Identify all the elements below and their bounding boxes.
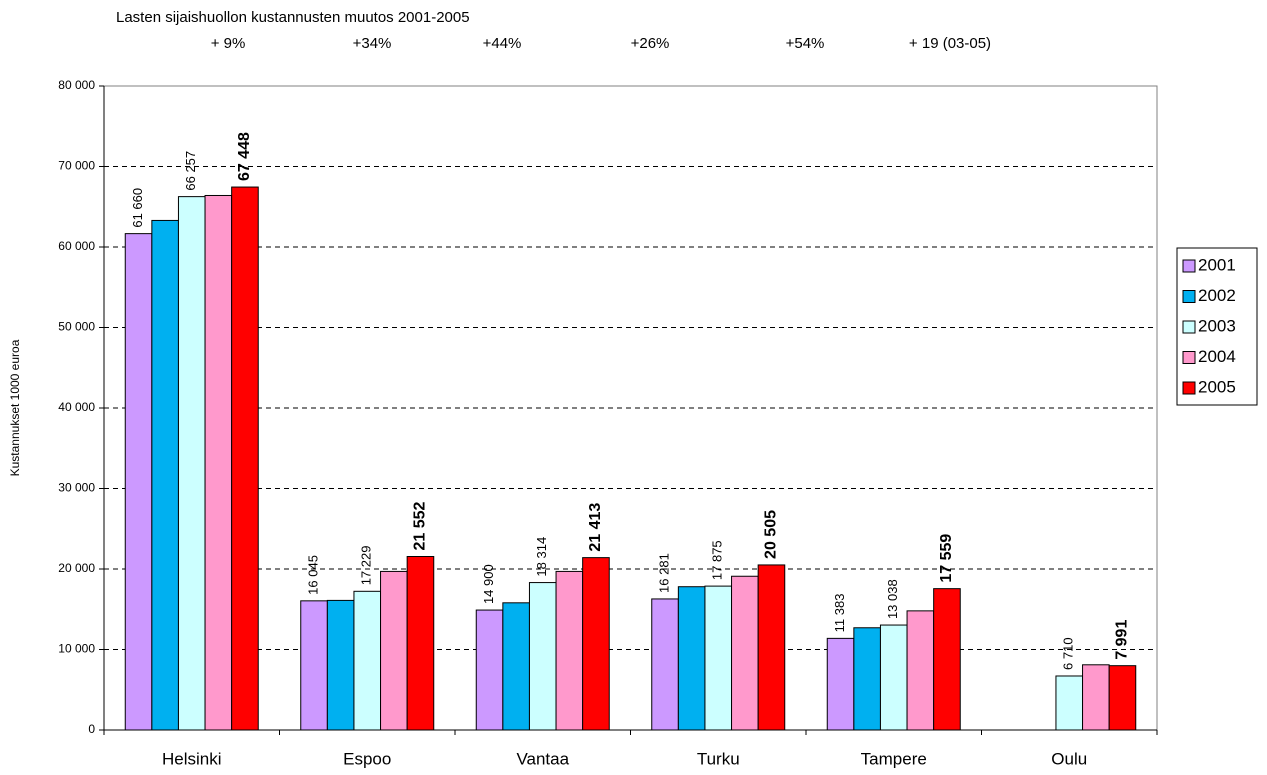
x-tick-label: Tampere xyxy=(861,749,927,768)
data-label: 66 257 xyxy=(183,151,198,191)
data-label: 11 383 xyxy=(832,594,847,633)
legend-swatch xyxy=(1182,320,1196,334)
legend-swatch xyxy=(1182,259,1196,273)
bar xyxy=(502,602,530,731)
data-label: 61 660 xyxy=(130,188,145,228)
legend-label: 2001 xyxy=(1198,255,1236,274)
y-axis-label: Kustannukset 1000 euroa xyxy=(8,339,22,476)
bar xyxy=(1108,665,1137,731)
annotation: +34% xyxy=(353,35,392,52)
data-label: 16 045 xyxy=(305,555,320,595)
bar xyxy=(124,233,153,731)
data-label: 67 448 xyxy=(236,132,253,181)
y-tick-label: 20 000 xyxy=(58,561,95,575)
data-label: 21 552 xyxy=(412,501,429,550)
legend-swatch xyxy=(1182,381,1196,395)
y-tick-label: 30 000 xyxy=(58,481,95,495)
bar xyxy=(704,585,733,731)
x-tick-label: Espoo xyxy=(343,749,391,768)
data-label: 17 875 xyxy=(710,540,725,580)
bar xyxy=(475,609,504,731)
data-label: 13 038 xyxy=(885,579,900,619)
bar xyxy=(555,570,584,731)
bar xyxy=(677,586,706,731)
chart-title: Lasten sijaishuollon kustannusten muutos… xyxy=(116,9,470,26)
annotation: +26% xyxy=(631,35,670,52)
data-label: 7 991 xyxy=(1114,620,1131,660)
data-label: 6 710 xyxy=(1061,637,1076,670)
y-tick-label: 80 000 xyxy=(58,78,95,92)
bar xyxy=(231,186,259,731)
legend-label: 2004 xyxy=(1198,347,1236,366)
legend-swatch xyxy=(1182,351,1196,364)
bar xyxy=(933,588,961,731)
bar xyxy=(353,590,382,731)
bar xyxy=(757,564,786,731)
bar xyxy=(651,598,679,731)
legend-label: 2005 xyxy=(1198,377,1236,396)
bar xyxy=(204,194,233,731)
bar xyxy=(826,637,855,731)
x-tick-label: Helsinki xyxy=(162,749,222,768)
data-label: 18 314 xyxy=(534,537,549,577)
data-label: 17 559 xyxy=(938,534,955,583)
y-tick-label: 70 000 xyxy=(58,159,95,173)
bar xyxy=(582,557,610,731)
bar xyxy=(906,610,935,731)
bar xyxy=(1082,664,1110,731)
annotation: +44% xyxy=(483,35,522,52)
bar xyxy=(380,570,408,731)
bar xyxy=(853,627,881,731)
bar xyxy=(1055,675,1084,731)
data-label: 17 229 xyxy=(359,546,374,586)
y-tick-label: 50 000 xyxy=(58,320,95,334)
bar xyxy=(406,556,435,731)
data-label: 20 505 xyxy=(763,510,780,559)
y-tick-label: 0 xyxy=(88,722,95,736)
annotation: +54% xyxy=(786,35,825,52)
bar xyxy=(300,600,328,731)
bar xyxy=(326,599,355,731)
data-label: 16 281 xyxy=(656,553,671,593)
annotation: + 19 (03-05) xyxy=(909,35,991,52)
legend-label: 2002 xyxy=(1198,286,1236,305)
y-tick-label: 60 000 xyxy=(58,239,95,253)
x-tick-label: Oulu xyxy=(1051,749,1087,768)
bar xyxy=(177,196,206,731)
data-label: 14 900 xyxy=(481,564,496,604)
x-tick-label: Vantaa xyxy=(516,749,569,768)
bar xyxy=(151,219,179,731)
x-tick-label: Turku xyxy=(697,749,740,768)
legend-swatch xyxy=(1182,290,1196,303)
y-tick-label: 10 000 xyxy=(58,642,95,656)
legend-label: 2003 xyxy=(1198,316,1236,335)
bar xyxy=(528,582,557,731)
bar xyxy=(731,575,759,731)
data-label: 21 413 xyxy=(587,503,604,552)
bar xyxy=(879,624,908,731)
annotation: + 9% xyxy=(211,35,246,52)
y-tick-label: 40 000 xyxy=(58,400,95,414)
